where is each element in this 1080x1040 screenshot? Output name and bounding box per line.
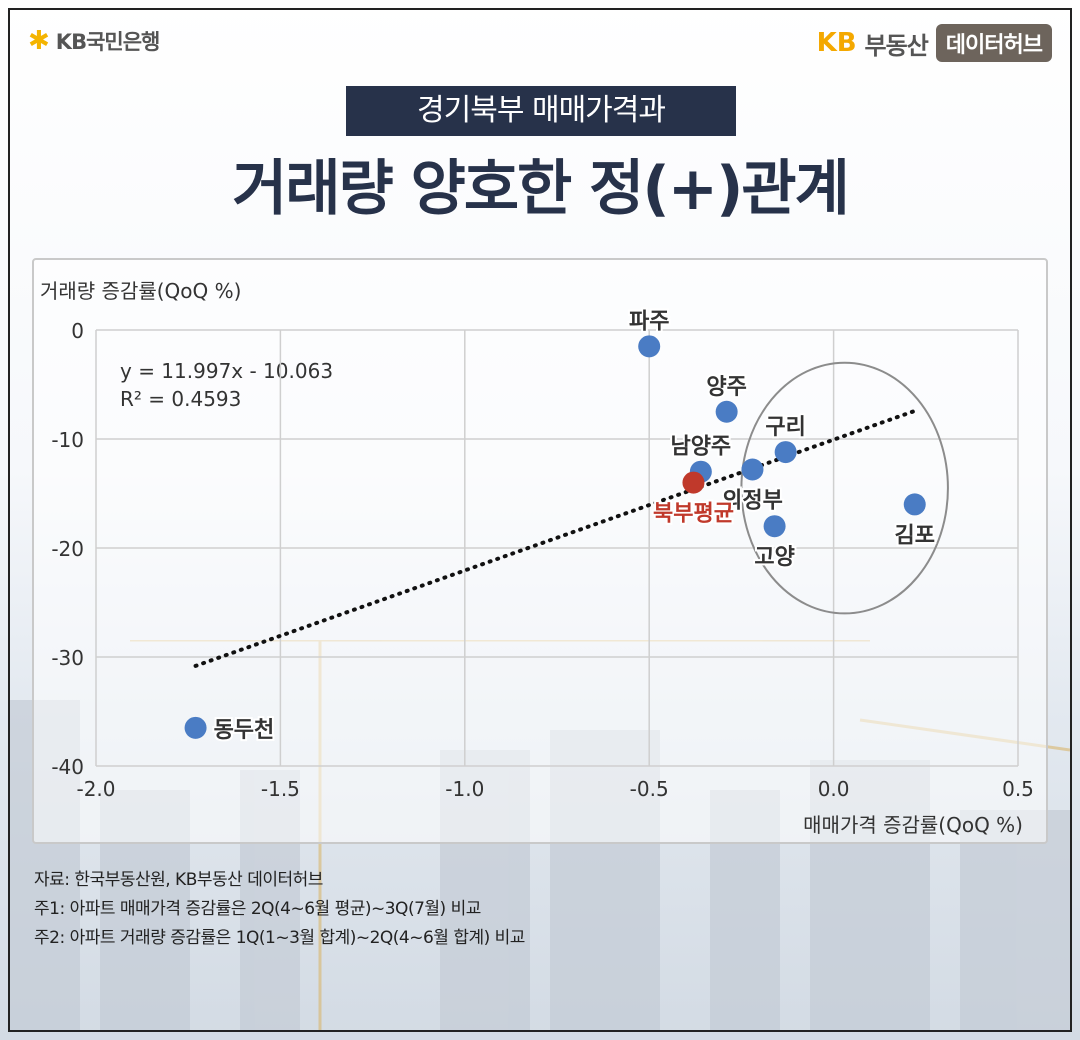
x-tick-label: -1.5 <box>261 777 300 801</box>
page-title: 거래량 양호한 정(+)관계 <box>232 154 850 224</box>
trend-equation: y = 11.997x - 10.063 <box>120 359 333 383</box>
point-label: 동두천 <box>214 718 275 743</box>
data-point <box>184 716 207 739</box>
trend-r2: R² = 0.4593 <box>120 387 241 411</box>
kb-bank-logo: ✱ KB국민은행 <box>28 26 161 56</box>
point-label: 김포 <box>894 523 934 548</box>
y-tick-label: 0 <box>71 319 84 343</box>
subtitle: 경기북부 매매가격과 <box>346 86 736 136</box>
point-label: 남양주 <box>670 435 731 460</box>
y-tick-label: -10 <box>51 428 84 452</box>
source-line: 자료: 한국부동산원, KB부동산 데이터허브 <box>34 870 323 890</box>
kb-realestate-logo: KB 부동산 데이터허브 <box>817 24 1052 62</box>
data-point <box>903 493 926 516</box>
point-label: 고양 <box>754 545 794 570</box>
x-tick-label: 0.5 <box>1002 777 1034 801</box>
datahub-badge: 데이터허브 <box>935 24 1052 62</box>
trendline <box>193 408 917 668</box>
kb-bank-name: KB국민은행 <box>55 30 161 54</box>
data-point <box>763 515 786 538</box>
note-line-2: 주2: 아파트 거래량 증감률은 1Q(1~3월 합계)~2Q(4~6월 합계)… <box>34 928 525 948</box>
source-notes: 자료: 한국부동산원, KB부동산 데이터허브 주1: 아파트 매매가격 증감률… <box>34 866 525 953</box>
data-point <box>638 335 661 358</box>
kb-star-icon: ✱ <box>28 26 50 56</box>
x-tick-label: -1.0 <box>445 777 484 801</box>
chart-panel <box>32 258 1048 844</box>
y-tick-label: -20 <box>51 537 84 561</box>
x-tick-label: 0.0 <box>818 777 850 801</box>
y-tick-label: -40 <box>51 755 84 779</box>
data-point <box>774 441 797 464</box>
y-tick-label: -30 <box>51 646 84 670</box>
x-axis-label: 매매가격 증감률(QoQ %) <box>803 813 1023 837</box>
point-label: 구리 <box>765 415 805 440</box>
note-line-1: 주1: 아파트 매매가격 증감률은 2Q(4~6월 평균)~3Q(7월) 비교 <box>34 899 481 919</box>
data-point <box>715 400 738 423</box>
highlight-ellipse <box>740 361 949 615</box>
point-label: 북부평균 <box>653 502 734 527</box>
x-tick-label: -0.5 <box>630 777 669 801</box>
x-tick-label: -2.0 <box>76 777 115 801</box>
data-point <box>741 458 764 481</box>
y-axis-label: 거래량 증감률(QoQ %) <box>40 279 241 303</box>
outer-frame <box>8 8 1072 1032</box>
point-label: 의정부 <box>722 489 783 514</box>
kb-mark: KB <box>816 28 857 58</box>
data-point <box>682 471 705 494</box>
point-label: 파주 <box>629 309 669 334</box>
point-label: 양주 <box>706 375 746 400</box>
realestate-name: 부동산 <box>864 31 929 60</box>
